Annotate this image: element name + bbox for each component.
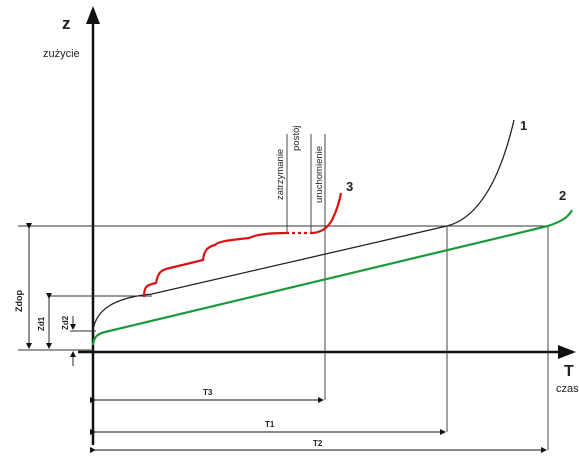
- dim-t2-label: T2: [313, 439, 323, 448]
- idle-label: postój: [291, 126, 302, 151]
- dim-zd2-label: Zd2: [61, 315, 70, 330]
- dim-t3-label: T3: [203, 388, 213, 397]
- dim-zdop-label: Zdop: [14, 290, 24, 312]
- y-axis-symbol: z: [62, 14, 71, 33]
- x-axis-arrow: [558, 345, 576, 359]
- curve-1: [92, 119, 515, 331]
- x-axis-label: czas: [556, 383, 579, 395]
- curve-2: [91, 209, 573, 346]
- curve-3-label: 3: [346, 179, 353, 194]
- dim-t1-label: T1: [265, 420, 275, 429]
- curve-2-label: 2: [559, 188, 566, 203]
- dim-zd1-label: Zd1: [37, 316, 46, 331]
- curve-1-label: 1: [520, 118, 527, 133]
- x-axis-symbol: T: [564, 363, 574, 380]
- restart-label: uruchomienie: [314, 146, 325, 203]
- y-axis-label: zużycie: [43, 48, 80, 60]
- curve-3-running: [142, 231, 287, 298]
- y-axis-arrow: [86, 6, 100, 24]
- curve-3-restart: [310, 192, 343, 235]
- stop-label: zatrzymanie: [275, 149, 286, 200]
